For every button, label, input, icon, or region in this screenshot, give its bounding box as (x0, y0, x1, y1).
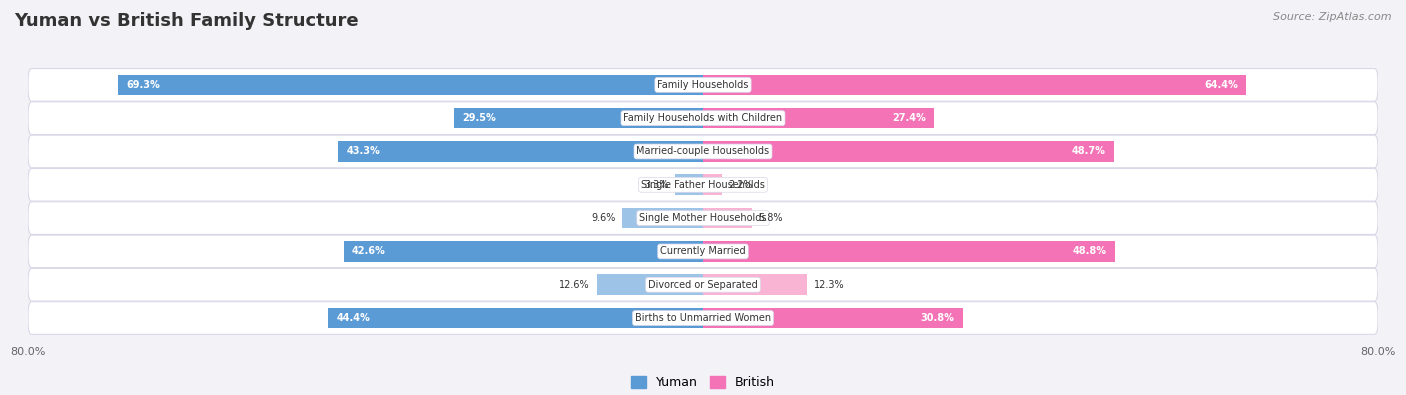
FancyBboxPatch shape (28, 135, 1378, 168)
Bar (337, 141, 703, 162)
Text: 64.4%: 64.4% (1204, 80, 1237, 90)
FancyBboxPatch shape (28, 102, 1378, 134)
Text: 9.6%: 9.6% (591, 213, 616, 223)
Text: Divorced or Separated: Divorced or Separated (648, 280, 758, 290)
Text: 42.6%: 42.6% (352, 246, 385, 256)
Text: Single Father Households: Single Father Households (641, 180, 765, 190)
Bar (454, 108, 703, 128)
Text: 48.7%: 48.7% (1071, 147, 1105, 156)
Text: Family Households: Family Households (658, 80, 748, 90)
Text: 12.6%: 12.6% (560, 280, 591, 290)
Text: 43.3%: 43.3% (346, 147, 380, 156)
Bar (703, 308, 963, 328)
Text: Source: ZipAtlas.com: Source: ZipAtlas.com (1274, 12, 1392, 22)
FancyBboxPatch shape (28, 68, 1378, 101)
Bar (703, 175, 721, 195)
Text: 69.3%: 69.3% (127, 80, 160, 90)
Text: 48.8%: 48.8% (1073, 246, 1107, 256)
Text: Single Mother Households: Single Mother Households (640, 213, 766, 223)
Text: 2.2%: 2.2% (728, 180, 754, 190)
Text: 44.4%: 44.4% (337, 313, 371, 323)
Bar (329, 308, 703, 328)
Bar (703, 241, 1115, 262)
Text: 5.8%: 5.8% (759, 213, 783, 223)
Text: Married-couple Households: Married-couple Households (637, 147, 769, 156)
Text: 12.3%: 12.3% (814, 280, 844, 290)
Text: 27.4%: 27.4% (891, 113, 925, 123)
FancyBboxPatch shape (28, 202, 1378, 234)
Text: 3.3%: 3.3% (644, 180, 668, 190)
Text: 30.8%: 30.8% (921, 313, 955, 323)
FancyBboxPatch shape (28, 302, 1378, 335)
Text: 29.5%: 29.5% (463, 113, 496, 123)
Text: Family Households with Children: Family Households with Children (623, 113, 783, 123)
Bar (703, 275, 807, 295)
FancyBboxPatch shape (28, 269, 1378, 301)
Bar (596, 275, 703, 295)
Bar (343, 241, 703, 262)
Bar (703, 208, 752, 228)
Bar (621, 208, 703, 228)
Bar (703, 108, 934, 128)
Bar (703, 141, 1114, 162)
Text: Currently Married: Currently Married (661, 246, 745, 256)
Text: Yuman vs British Family Structure: Yuman vs British Family Structure (14, 12, 359, 30)
Legend: Yuman, British: Yuman, British (626, 371, 780, 394)
Text: Births to Unmarried Women: Births to Unmarried Women (636, 313, 770, 323)
Bar (703, 75, 1246, 95)
FancyBboxPatch shape (28, 235, 1378, 268)
Bar (118, 75, 703, 95)
FancyBboxPatch shape (28, 169, 1378, 201)
Bar (675, 175, 703, 195)
